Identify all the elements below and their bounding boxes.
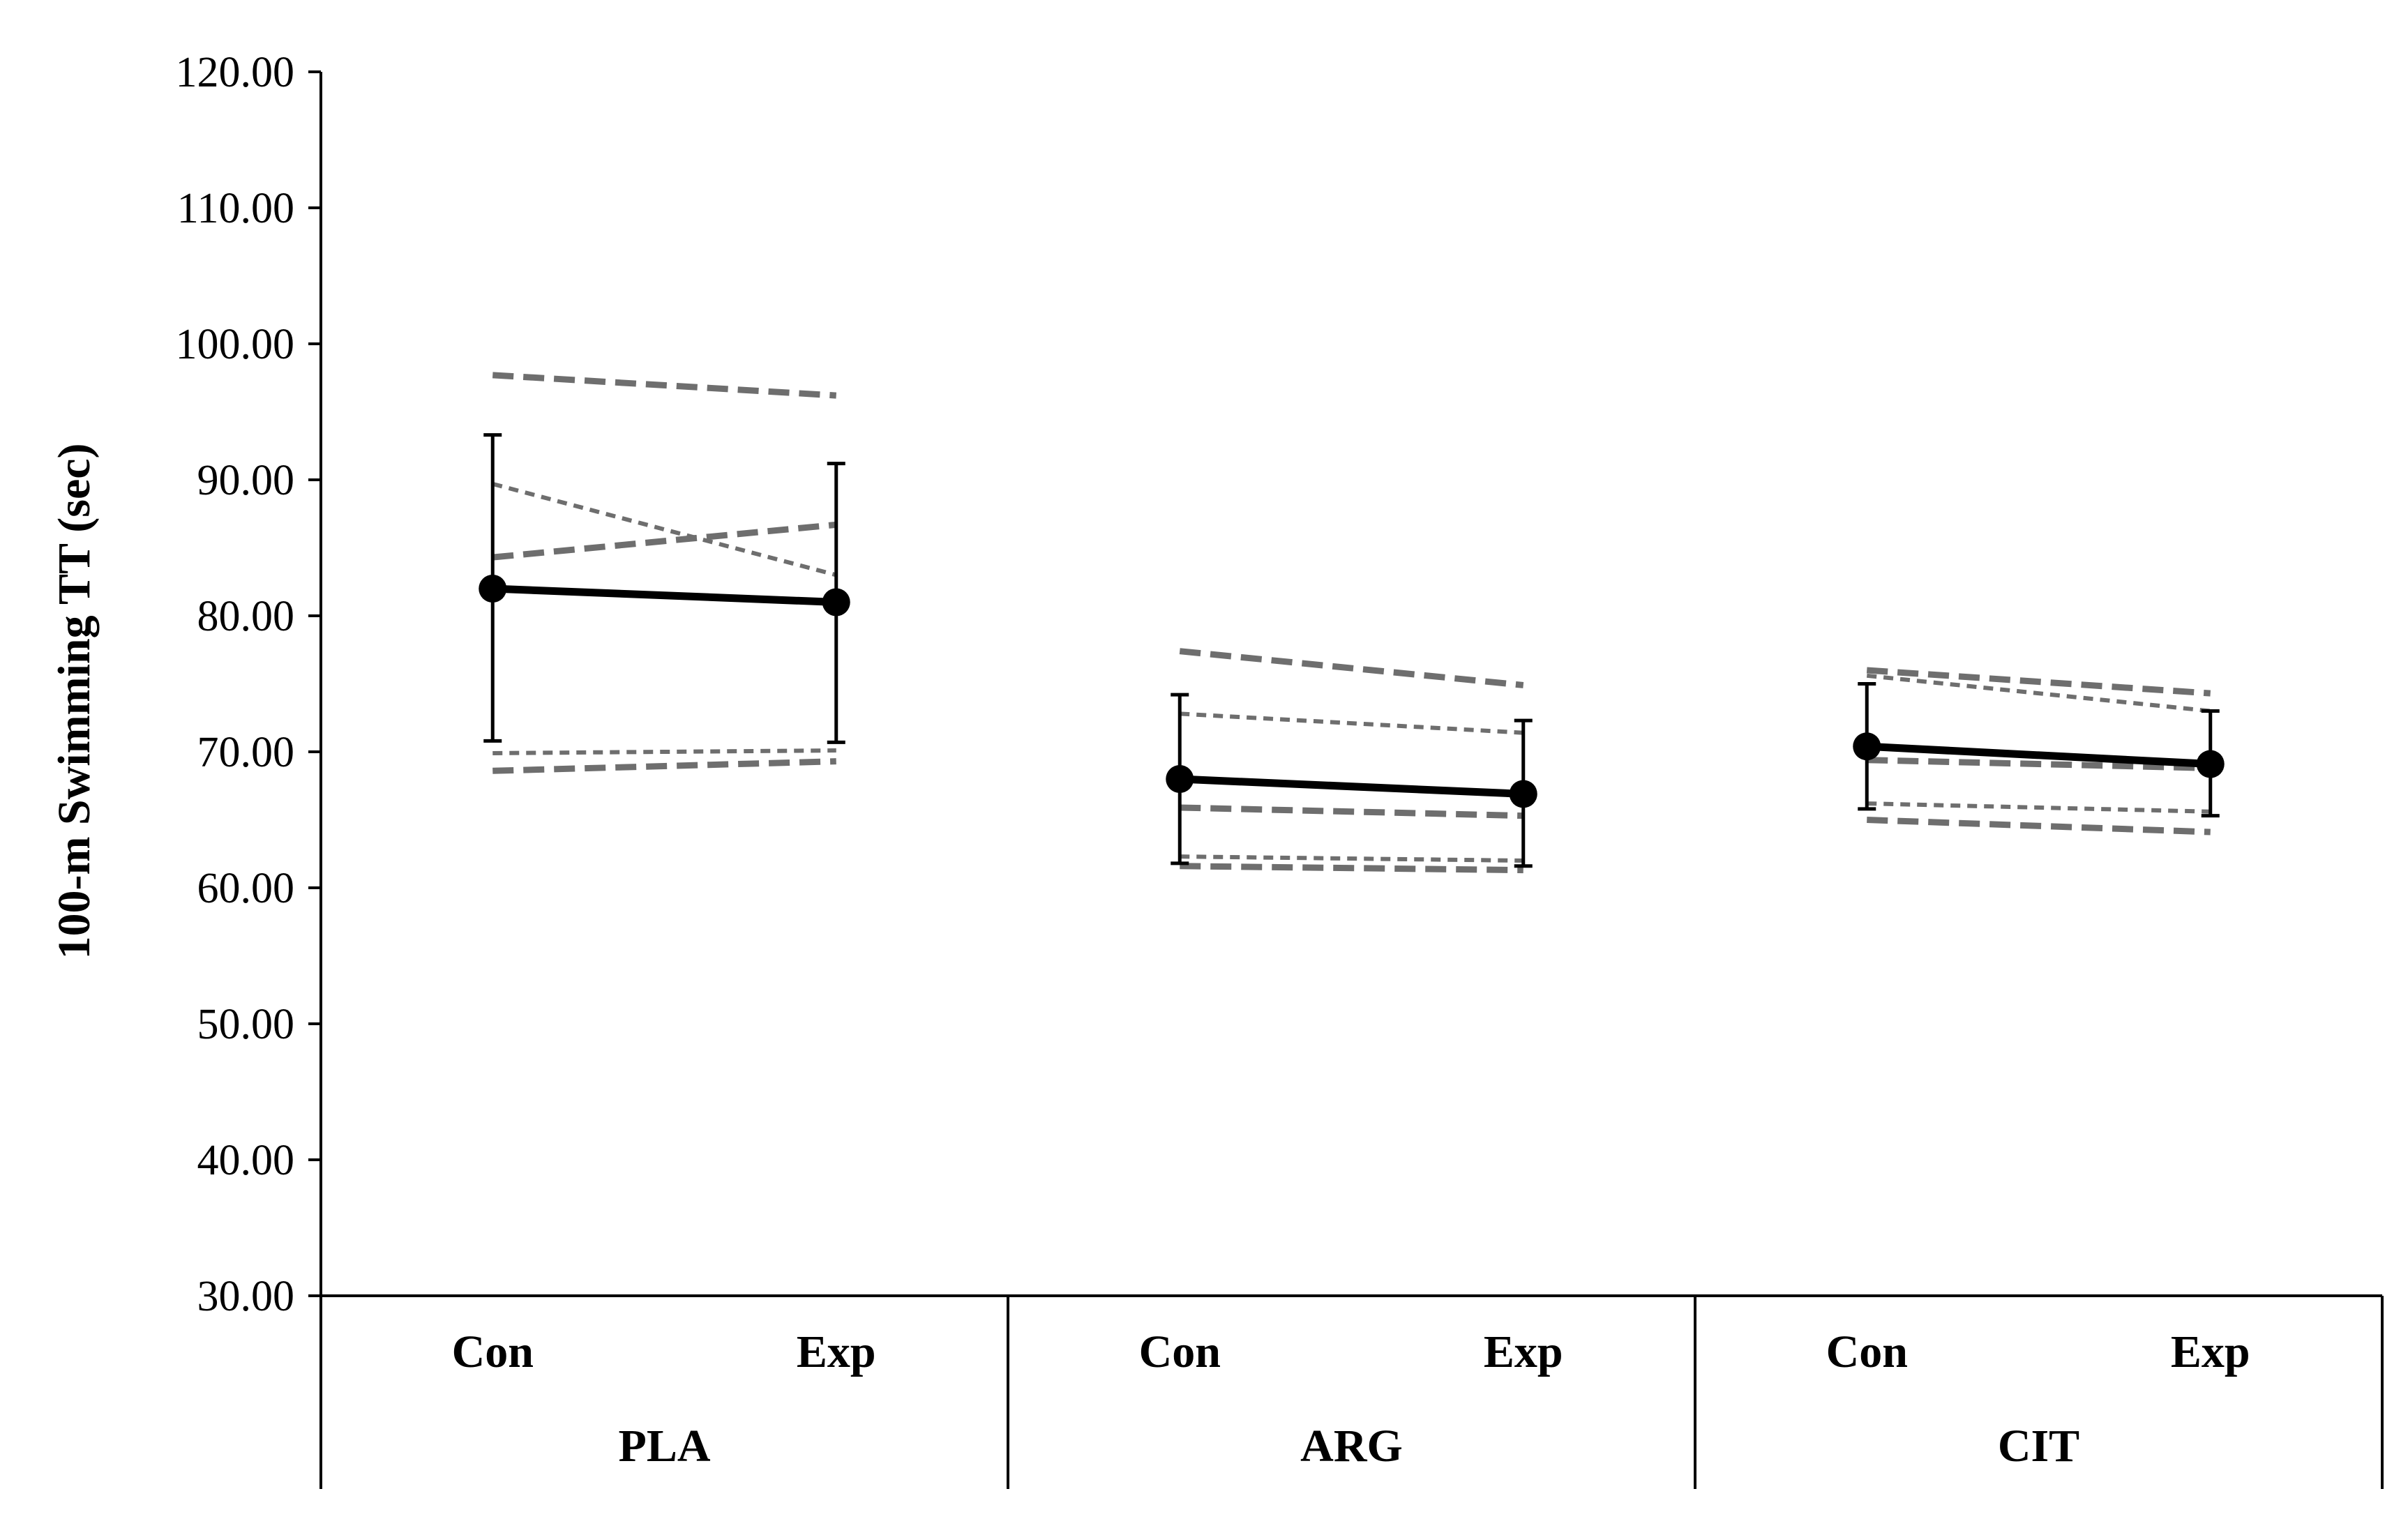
condition-label: Con <box>1826 1326 1908 1377</box>
y-tick-label: 70.00 <box>197 729 295 776</box>
condition-label: Exp <box>1484 1326 1563 1377</box>
mean-lines-layer <box>479 433 2225 868</box>
condition-label: Con <box>452 1326 534 1377</box>
y-tick-label: 90.00 <box>197 457 295 504</box>
mean-marker <box>822 588 850 617</box>
individual-lines-layer <box>492 372 2211 874</box>
individual-line <box>1866 673 2211 713</box>
mean-marker <box>1166 765 1194 793</box>
group-label: ARG <box>1300 1421 1403 1472</box>
individual-line <box>1179 648 1524 688</box>
condition-label: Con <box>1139 1326 1221 1377</box>
individual-line <box>492 758 836 774</box>
condition-label: Exp <box>797 1326 876 1377</box>
individual-line <box>1180 854 1523 863</box>
individual-line <box>1867 817 2211 835</box>
mean-marker <box>2196 750 2225 778</box>
group-label: PLA <box>619 1421 711 1472</box>
mean-marker <box>1509 780 1537 808</box>
mean-marker <box>1853 732 1881 761</box>
y-tick-label: 50.00 <box>197 1001 295 1048</box>
y-tick-label: 30.00 <box>197 1273 295 1320</box>
individual-line <box>1866 667 2211 697</box>
mean-line <box>1866 742 2211 769</box>
labels-layer: 30.00 40.00 50.00 60.00 70.00 80.00 90.00 100.0… <box>49 49 2250 1472</box>
mean-marker <box>479 575 507 603</box>
y-tick-label: 60.00 <box>197 865 295 912</box>
axes-layer <box>308 70 2384 1489</box>
individual-line <box>1867 757 2211 771</box>
condition-label: Exp <box>2171 1326 2250 1377</box>
y-tick-label: 100.00 <box>176 321 295 368</box>
y-tick-label: 80.00 <box>197 593 295 640</box>
y-tick-label: 40.00 <box>197 1137 295 1184</box>
individual-line <box>1867 801 2211 814</box>
individual-line <box>1180 863 1523 874</box>
individual-line <box>1180 804 1523 819</box>
y-axis-title: 100-m Swimming TT (sec) <box>49 443 100 959</box>
group-label: CIT <box>1998 1421 2079 1472</box>
individual-line <box>492 748 836 755</box>
individual-line <box>492 372 837 399</box>
mean-line <box>1180 775 1523 798</box>
y-tick-label: 110.00 <box>177 185 294 232</box>
mean-line <box>492 584 836 606</box>
individual-line <box>492 521 837 561</box>
y-tick-label: 120.00 <box>176 49 295 96</box>
individual-line <box>1180 711 1523 735</box>
individual-line <box>492 481 837 577</box>
